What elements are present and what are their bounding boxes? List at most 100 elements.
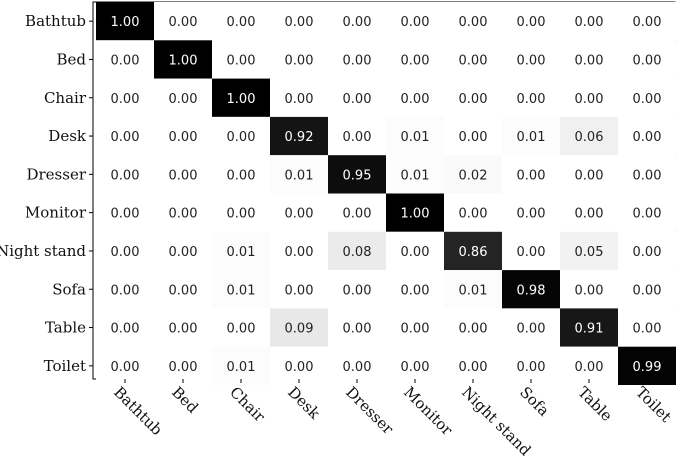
cell-value-bathtub-bed: 0.00 — [169, 15, 198, 30]
cell-chair-bed — [154, 78, 212, 117]
cell-desk-bathtub — [96, 116, 154, 156]
cell-value-dresser-monitor: 0.01 — [401, 168, 430, 183]
cell-toilet-dresser — [328, 346, 386, 385]
cell-sofa-sofa — [502, 270, 560, 309]
cell-value-chair-desk: 0.00 — [285, 92, 314, 107]
cell-value-dresser-bathtub: 0.00 — [111, 168, 140, 183]
cell-table-bed — [154, 308, 212, 347]
cell-value-bathtub-bathtub: 1.00 — [111, 15, 140, 30]
cell-night-stand-bed — [154, 231, 212, 271]
cell-sofa-desk — [270, 270, 328, 309]
cell-value-dresser-chair: 0.00 — [227, 168, 256, 183]
cell-value-night-stand-dresser: 0.08 — [343, 245, 372, 260]
x-tick-labels: Bathtub Bed Chair Desk Dresser Monitor Night s… — [110, 383, 675, 456]
cell-toilet-chair — [212, 346, 270, 385]
cell-value-night-stand-table: 0.05 — [575, 245, 604, 260]
cell-bathtub-monitor — [386, 2, 444, 41]
cell-chair-table — [560, 78, 618, 117]
cell-value-night-stand-monitor: 0.00 — [401, 245, 430, 260]
cell-value-monitor-night-stand: 0.00 — [459, 207, 488, 222]
cell-monitor-sofa — [502, 193, 560, 232]
cell-chair-toilet — [618, 78, 676, 117]
y-tick-label-bed: Bed — [56, 50, 86, 68]
cell-value-table-monitor: 0.00 — [401, 322, 430, 337]
cell-desk-chair — [212, 116, 270, 156]
cell-value-bed-table: 0.00 — [575, 53, 604, 68]
cell-value-chair-bathtub: 0.00 — [111, 92, 140, 107]
cell-bed-monitor — [386, 40, 444, 79]
cell-value-desk-table: 0.06 — [575, 130, 604, 145]
cell-value-sofa-chair: 0.01 — [227, 283, 256, 298]
cell-value-table-bed: 0.00 — [169, 322, 198, 337]
cell-value-dresser-dresser: 0.95 — [343, 168, 372, 183]
y-tick-labels: Bathtub Bed Chair Desk Dresser Monitor Night s… — [0, 12, 87, 375]
cell-dresser-bathtub — [96, 155, 154, 194]
cell-value-night-stand-night-stand: 0.86 — [459, 245, 488, 260]
cell-value-toilet-dresser: 0.00 — [343, 360, 372, 375]
cell-value-toilet-table: 0.00 — [575, 360, 604, 375]
cell-desk-bed — [154, 116, 212, 156]
cell-chair-monitor — [386, 78, 444, 117]
cell-bathtub-night-stand — [444, 2, 502, 41]
cell-monitor-table — [560, 193, 618, 232]
cell-night-stand-sofa — [502, 231, 560, 271]
cell-value-bed-toilet: 0.00 — [633, 53, 662, 68]
heatmap-cells: 1.00 0.00 0.00 0.00 0.00 0.00 0.00 0.00 0.00 0.00… — [96, 2, 676, 385]
cell-monitor-toilet — [618, 193, 676, 232]
cell-value-desk-desk: 0.92 — [285, 130, 314, 145]
cell-value-bed-sofa: 0.00 — [517, 53, 546, 68]
cell-value-sofa-toilet: 0.00 — [633, 283, 662, 298]
cell-value-dresser-desk: 0.01 — [285, 168, 314, 183]
x-tick-label-dresser: Dresser — [342, 383, 397, 438]
cell-monitor-desk — [270, 193, 328, 232]
cell-value-bed-bed: 1.00 — [169, 53, 198, 68]
cell-value-monitor-bathtub: 0.00 — [111, 207, 140, 222]
cell-toilet-night-stand — [444, 346, 502, 385]
cell-value-bathtub-table: 0.00 — [575, 15, 604, 30]
cell-value-chair-monitor: 0.00 — [401, 92, 430, 107]
cell-value-sofa-desk: 0.00 — [285, 283, 314, 298]
x-tick-label-bed: Bed — [168, 383, 202, 417]
cell-value-sofa-bathtub: 0.00 — [111, 283, 140, 298]
y-tick-label-sofa: Sofa — [52, 280, 86, 298]
cell-value-night-stand-desk: 0.00 — [285, 245, 314, 260]
cell-value-bathtub-sofa: 0.00 — [517, 15, 546, 30]
cell-value-sofa-dresser: 0.00 — [343, 283, 372, 298]
cell-desk-night-stand — [444, 116, 502, 156]
cell-value-bed-bathtub: 0.00 — [111, 53, 140, 68]
cell-bed-toilet — [618, 40, 676, 79]
cell-toilet-sofa — [502, 346, 560, 385]
cell-sofa-bed — [154, 270, 212, 309]
cell-bed-chair — [212, 40, 270, 79]
cell-bed-desk — [270, 40, 328, 79]
cell-chair-night-stand — [444, 78, 502, 117]
cell-dresser-desk — [270, 155, 328, 194]
cell-value-toilet-monitor: 0.00 — [401, 360, 430, 375]
cell-value-desk-toilet: 0.00 — [633, 130, 662, 145]
cell-value-desk-bathtub: 0.00 — [111, 130, 140, 145]
cell-monitor-bathtub — [96, 193, 154, 232]
cell-dresser-dresser — [328, 155, 386, 194]
cell-dresser-monitor — [386, 155, 444, 194]
cell-sofa-bathtub — [96, 270, 154, 309]
cell-sofa-chair — [212, 270, 270, 309]
cell-bed-table — [560, 40, 618, 79]
cell-value-chair-dresser: 0.00 — [343, 92, 372, 107]
cell-sofa-toilet — [618, 270, 676, 309]
cell-value-bed-desk: 0.00 — [285, 53, 314, 68]
cell-value-desk-monitor: 0.01 — [401, 130, 430, 145]
cell-toilet-desk — [270, 346, 328, 385]
cell-value-table-chair: 0.00 — [227, 322, 256, 337]
cell-value-desk-night-stand: 0.00 — [459, 130, 488, 145]
cell-value-sofa-bed: 0.00 — [169, 283, 198, 298]
cell-dresser-bed — [154, 155, 212, 194]
cell-value-monitor-table: 0.00 — [575, 207, 604, 222]
cell-dresser-sofa — [502, 155, 560, 194]
y-tick-label-monitor: Monitor — [25, 204, 87, 222]
cell-bed-night-stand — [444, 40, 502, 79]
cell-desk-dresser — [328, 116, 386, 156]
cell-value-sofa-table: 0.00 — [575, 283, 604, 298]
cell-value-dresser-night-stand: 0.02 — [459, 168, 488, 183]
cell-value-monitor-bed: 0.00 — [169, 207, 198, 222]
cell-chair-sofa — [502, 78, 560, 117]
